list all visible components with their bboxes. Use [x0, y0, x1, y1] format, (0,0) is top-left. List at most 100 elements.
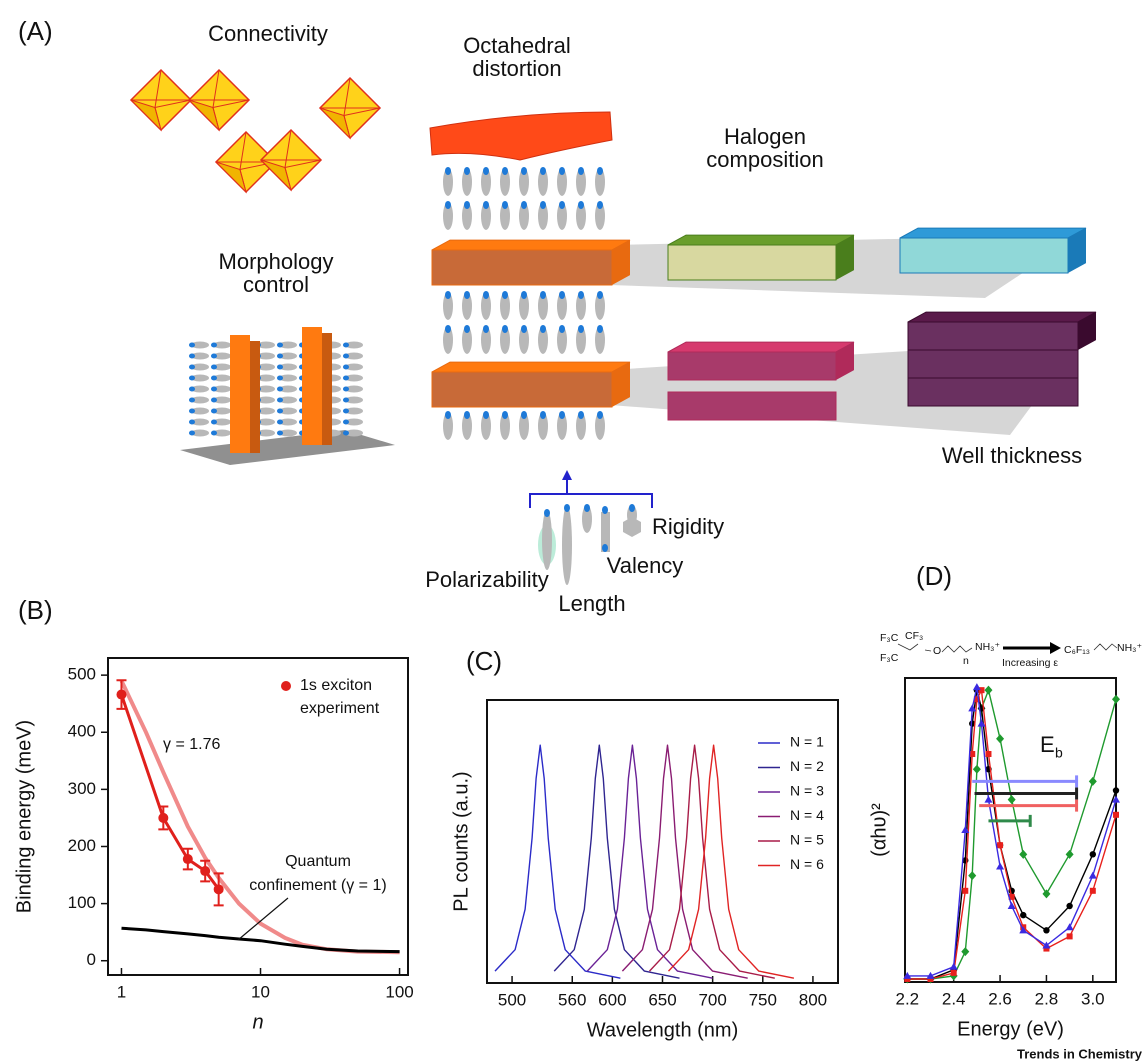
- molecule-head: [597, 201, 603, 209]
- marker: [214, 884, 224, 894]
- series-line: [622, 745, 747, 978]
- marker: [1113, 812, 1119, 818]
- molecule-head: [559, 411, 565, 419]
- series-line: [907, 687, 1116, 976]
- y-axis-label: Binding energy (meV): [13, 720, 35, 913]
- marker: [984, 686, 992, 695]
- molecule-head: [211, 420, 217, 425]
- diagram-label: composition: [706, 147, 823, 172]
- x-tick-label: 500: [498, 990, 526, 1009]
- molecule-head: [211, 365, 217, 370]
- marker: [1066, 923, 1074, 930]
- legend-label: N = 1: [790, 734, 824, 750]
- molecule-head: [211, 387, 217, 392]
- bracket: [530, 478, 652, 508]
- legend-label: N = 4: [790, 807, 824, 823]
- ligand-head: [564, 504, 570, 512]
- marker: [1089, 872, 1097, 879]
- scheme-arrow-head: [1050, 642, 1061, 654]
- molecule-head: [445, 167, 451, 175]
- molecule-head: [559, 291, 565, 299]
- molecule-head: [277, 409, 283, 414]
- slab: [432, 240, 630, 250]
- marker: [1090, 851, 1096, 857]
- molecule-head: [343, 343, 349, 348]
- molecule-head: [521, 325, 527, 333]
- molecule-head: [521, 291, 527, 299]
- molecule-head: [343, 409, 349, 414]
- molecule-head: [343, 365, 349, 370]
- legend-marker: [281, 681, 291, 691]
- marker: [200, 866, 210, 876]
- molecule-head: [464, 201, 470, 209]
- slab-pink: [668, 342, 854, 352]
- series-line: [907, 690, 1116, 979]
- hexagon: [623, 517, 641, 537]
- molecule-head: [540, 411, 546, 419]
- figure: ConnectivityOctahedraldistortionHalogenc…: [0, 0, 1147, 1064]
- molecule-head: [483, 201, 489, 209]
- marker: [1066, 850, 1074, 859]
- legend-label: experiment: [300, 700, 380, 717]
- y-axis-label: (αhυ)²: [868, 803, 890, 857]
- molecule-head: [578, 325, 584, 333]
- x-axis-label: Wavelength (nm): [587, 1019, 739, 1041]
- molecule-head: [445, 411, 451, 419]
- marker: [1113, 787, 1119, 793]
- marker: [1043, 927, 1049, 933]
- y-tick-label: 0: [87, 950, 96, 969]
- molecule-head: [597, 411, 603, 419]
- slab-green: [668, 245, 836, 280]
- marker: [985, 751, 991, 757]
- molecule-head: [502, 167, 508, 175]
- marker: [1008, 795, 1016, 804]
- scheme-text: F₃C: [880, 632, 899, 644]
- molecule-head: [445, 201, 451, 209]
- molecule-head: [343, 431, 349, 436]
- panel-label: (D): [916, 561, 952, 591]
- x-tick-label: 3.0: [1081, 989, 1105, 1008]
- series-line: [587, 745, 712, 978]
- molecule-head: [502, 411, 508, 419]
- marker: [961, 947, 969, 956]
- molecule-head: [559, 201, 565, 209]
- molecule-head: [540, 167, 546, 175]
- molecule-head: [540, 201, 546, 209]
- molecule-head: [464, 325, 470, 333]
- molecule-head: [445, 325, 451, 333]
- series-line: [554, 745, 679, 978]
- slab: [432, 250, 612, 285]
- scheme-text: C₆F₁₃: [1064, 644, 1090, 656]
- molecule-head: [211, 409, 217, 414]
- x-axis-label: Energy (eV): [957, 1018, 1064, 1040]
- molecule-head: [277, 365, 283, 370]
- marker: [950, 963, 958, 970]
- marker: [1066, 903, 1072, 909]
- arrow-head: [562, 470, 572, 480]
- molecule-head: [211, 354, 217, 359]
- marker: [1019, 850, 1027, 859]
- molecule-head: [502, 325, 508, 333]
- marker: [962, 888, 968, 894]
- molecule-head: [597, 325, 603, 333]
- x-tick-label: 1: [117, 982, 126, 1001]
- scheme-text: F₃C: [880, 652, 899, 664]
- ligand-head: [544, 509, 550, 517]
- plot-frame: [487, 700, 838, 983]
- molecule-head: [211, 343, 217, 348]
- legend-label: N = 5: [790, 832, 824, 848]
- molecule-head: [277, 354, 283, 359]
- y-tick-label: 100: [68, 893, 96, 912]
- molecule-head: [189, 354, 195, 359]
- diagram-label: Rigidity: [652, 514, 724, 539]
- molecule-head: [521, 201, 527, 209]
- molecule-head: [483, 411, 489, 419]
- band-label-sub: b: [1055, 745, 1063, 761]
- series-line: [495, 745, 620, 978]
- x-axis-label: n: [252, 1011, 263, 1033]
- scheme-text: n: [963, 655, 969, 667]
- diagram-label: Octahedral: [463, 33, 571, 58]
- molecule-head: [211, 376, 217, 381]
- x-tick-label: 100: [385, 982, 413, 1001]
